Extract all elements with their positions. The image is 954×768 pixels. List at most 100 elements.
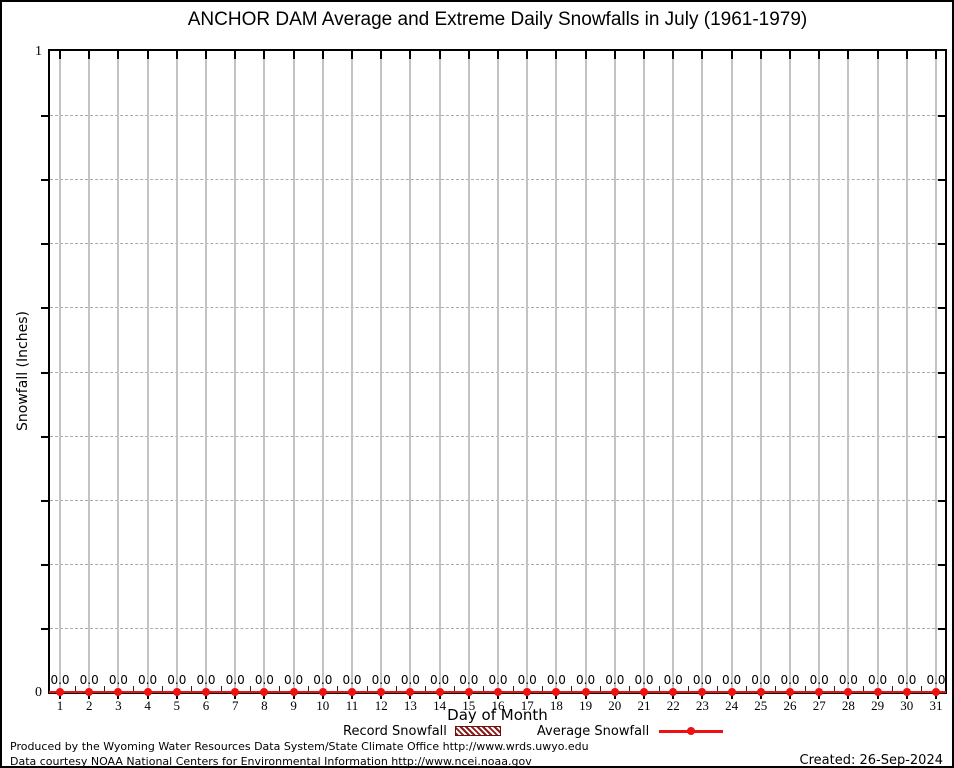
x-tick-bottom [643,694,645,699]
day-gridline [555,51,558,692]
data-point-marker [698,688,707,696]
x-tick-label: 9 [290,698,297,713]
x-tick-bottom [321,694,324,699]
x-minor-tick [162,686,164,692]
x-minor-tick [921,686,923,692]
data-point-marker [377,688,386,696]
day-gridline [467,51,470,692]
data-point-marker [231,688,240,696]
created-date: Created: 26-Sep-2024 [799,753,943,768]
x-minor-tick [629,686,631,692]
day-gridline [935,51,937,692]
x-tick-top [438,51,441,59]
x-tick-label: 22 [666,698,680,713]
value-label: 0.0 [138,673,158,687]
x-minor-tick [454,686,456,692]
x-tick-top [409,51,412,59]
x-tick-label: 15 [462,698,476,713]
value-label: 0.0 [50,673,70,687]
x-tick-top [584,51,587,59]
x-tick-bottom [497,694,499,699]
data-point-marker [756,688,765,696]
x-axis-title: Day of Month [447,706,548,724]
day-gridline [526,51,529,692]
x-tick-top [759,51,762,59]
value-label: 0.0 [196,673,216,687]
x-tick-top [789,51,791,59]
value-label: 0.0 [517,673,537,687]
data-point-marker [494,688,502,696]
legend-average-label: Average Snowfall [536,723,650,739]
value-label: 0.0 [108,673,128,687]
x-tick-bottom [701,694,704,699]
value-label: 0.0 [576,673,596,687]
x-tick-top [730,51,733,59]
data-point-marker [552,688,561,696]
y-tick-left [41,627,48,630]
x-tick-bottom [876,694,879,699]
y-tick-right [938,563,945,566]
x-tick-top [876,51,879,59]
value-label: 0.0 [868,673,888,687]
data-point-marker [348,688,356,696]
x-tick-label: 20 [608,698,622,713]
x-tick-top [818,51,821,59]
data-point-marker [844,688,853,696]
x-minor-tick [425,686,426,692]
x-tick-label: 1 [56,698,64,713]
data-point-marker [114,688,123,696]
day-gridline [847,51,850,692]
x-tick-top [613,51,616,59]
value-label: 0.0 [430,673,450,687]
value-label: 0.0 [225,673,245,687]
day-gridline [263,51,266,692]
x-minor-tick [191,686,193,692]
x-tick-top [351,51,353,59]
x-tick-top [905,51,908,59]
x-tick-bottom [847,694,850,699]
y-tick-label-min: 0 [35,685,42,700]
x-tick-bottom [205,694,207,699]
data-point-marker [143,688,152,696]
y-tick-right [938,499,945,502]
y-tick-left [41,563,48,566]
x-tick-bottom [59,694,61,699]
x-tick-label: 16 [491,698,505,713]
x-tick-label: 10 [316,698,330,713]
x-minor-tick [395,686,397,692]
legend-record-label: Record Snowfall [343,723,447,739]
x-tick-label: 26 [783,698,797,713]
x-tick-top [467,51,470,59]
x-tick-top [321,51,324,59]
x-minor-tick [541,686,543,692]
day-gridline [876,51,879,692]
footer-attribution-1: Produced by the Wyoming Water Resources … [10,740,589,753]
y-tick-left [41,435,48,438]
value-label: 0.0 [926,673,946,687]
data-point-marker [435,688,444,696]
value-label: 0.0 [809,673,829,687]
x-minor-tick [775,686,777,692]
value-label: 0.0 [838,673,858,687]
x-minor-tick [746,686,748,692]
x-tick-top [526,51,529,59]
data-point-marker [464,688,473,696]
x-tick-top [234,51,237,59]
y-axis-title: Snowfall (Inches) [15,311,31,431]
x-tick-bottom [905,694,908,699]
x-tick-label: 24 [725,698,739,713]
day-gridline [730,51,733,692]
x-tick-label: 12 [374,698,388,713]
x-tick-label: 28 [841,698,855,713]
x-tick-top [292,51,295,59]
x-tick-bottom [234,694,237,699]
x-tick-bottom [263,694,266,699]
x-minor-tick [892,686,894,692]
y-tick-left [41,307,48,310]
x-tick-label: 19 [579,698,593,713]
x-tick-label: 29 [871,698,885,713]
data-point-marker [873,688,882,696]
day-gridline [789,51,791,692]
plot-area [41,49,947,699]
y-tick-label-max: 1 [35,44,42,59]
